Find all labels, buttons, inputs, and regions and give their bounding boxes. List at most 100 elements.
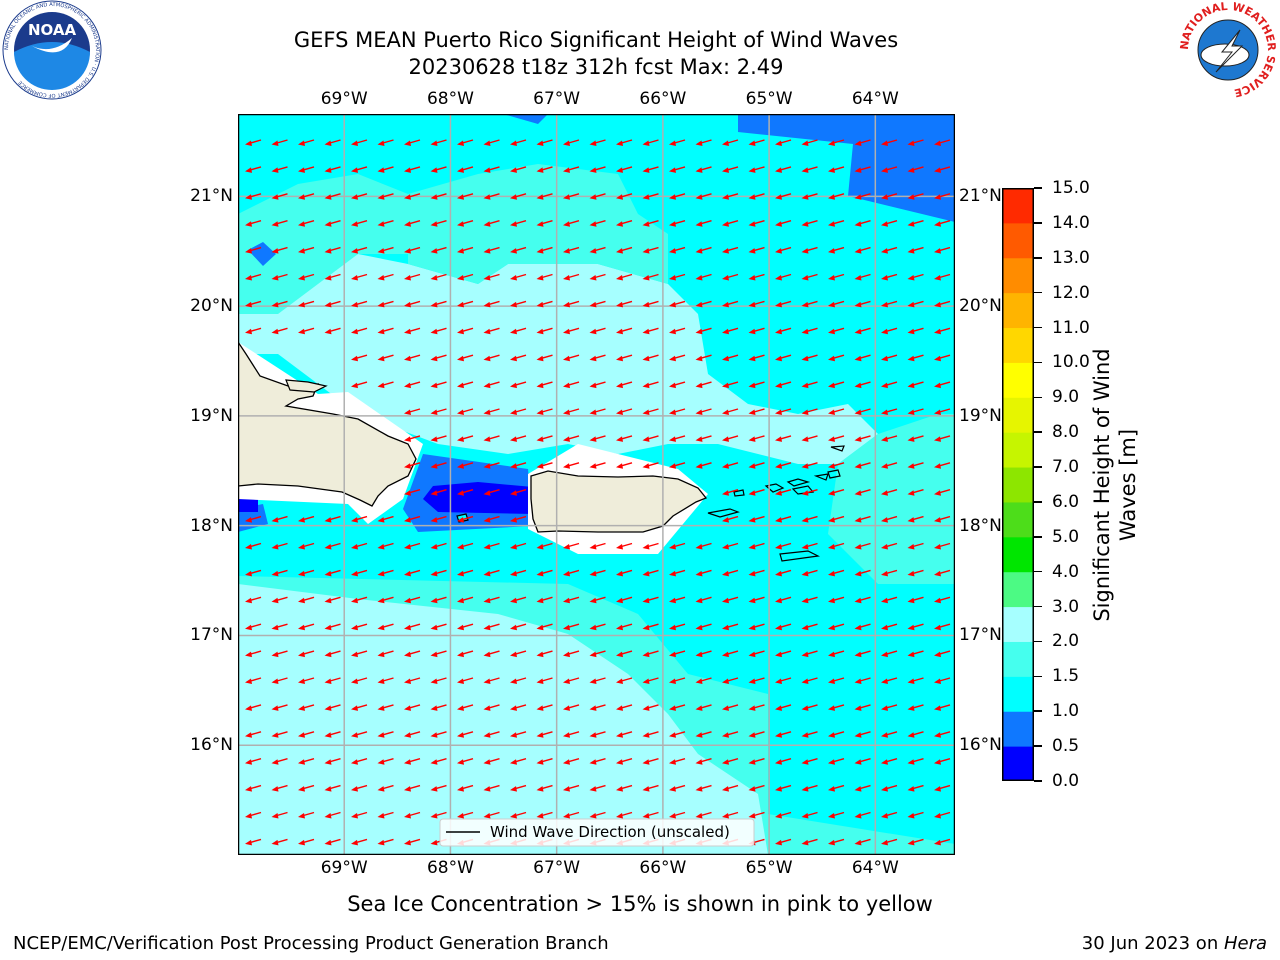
wave-arrow xyxy=(642,596,659,604)
wave-arrow xyxy=(642,327,659,335)
lat-tick-right: 20°N xyxy=(959,296,1002,317)
wave-arrow xyxy=(510,327,527,335)
wave-arrow xyxy=(404,569,421,577)
colorbar-tick-label: 6.0 xyxy=(1052,491,1080,512)
wave-arrow xyxy=(536,462,553,469)
lon-tick-bottom: 65°W xyxy=(745,858,793,878)
colorbar-tick-label: 11.0 xyxy=(1052,317,1090,338)
wave-arrow xyxy=(351,542,368,550)
wave-arrow xyxy=(642,354,659,362)
wave-arrow xyxy=(828,489,845,496)
wave-arrow xyxy=(457,489,474,496)
wave-arrow xyxy=(722,462,739,469)
wave-arrow xyxy=(271,811,288,819)
wave-arrow xyxy=(642,623,659,631)
wave-arrow xyxy=(907,273,924,281)
wave-arrow xyxy=(351,220,368,227)
wave-arrow xyxy=(934,811,951,819)
wave-arrow xyxy=(616,220,633,227)
colorbar-tick-label: 2.0 xyxy=(1052,631,1080,652)
wave-arrow xyxy=(669,462,686,469)
colorbar-tick-label: 8.0 xyxy=(1052,422,1080,443)
wave-arrow xyxy=(457,650,474,658)
lon-tick-top: 65°W xyxy=(745,89,793,109)
wave-arrow xyxy=(271,193,288,200)
wave-arrow xyxy=(881,542,898,550)
wave-arrow xyxy=(934,166,951,173)
lon-tick-bottom: 69°W xyxy=(320,858,368,878)
wave-arrow xyxy=(351,139,368,146)
noaa-logo: NATIONAL OCEANIC AND ATMOSPHERIC ADMINIS… xyxy=(2,0,102,100)
wave-arrow xyxy=(324,220,341,227)
wave-arrow xyxy=(695,811,712,819)
wave-arrow xyxy=(801,596,818,604)
wave-arrow xyxy=(854,300,871,308)
wave-arrow xyxy=(510,408,527,415)
wave-arrow xyxy=(404,784,421,792)
wave-arrow xyxy=(775,408,792,415)
wave-arrow xyxy=(881,327,898,335)
wave-arrow xyxy=(775,246,792,254)
lat-tick-left: 17°N xyxy=(190,625,233,646)
wave-arrow xyxy=(351,246,368,254)
wave-arrow xyxy=(430,542,447,550)
wave-arrow xyxy=(245,220,262,227)
wave-arrow xyxy=(245,704,262,711)
colorbar-tick-mark xyxy=(1034,187,1042,189)
wave-arrow xyxy=(907,569,924,577)
wave-arrow xyxy=(695,650,712,658)
wave-arrow xyxy=(907,811,924,819)
wave-arrow xyxy=(616,193,633,200)
wave-arrow xyxy=(748,542,765,550)
wave-arrow xyxy=(669,677,686,684)
wave-arrow xyxy=(722,381,739,389)
wave-arrow xyxy=(695,139,712,146)
wave-arrow xyxy=(669,784,686,792)
wave-arrow xyxy=(510,596,527,604)
wave-arrow xyxy=(377,273,394,281)
wave-arrow xyxy=(881,300,898,308)
wave-arrow xyxy=(828,623,845,631)
wave-arrow xyxy=(934,542,951,550)
wave-arrow xyxy=(748,246,765,254)
colorbar-tick-label: 5.0 xyxy=(1052,526,1080,547)
wave-arrow xyxy=(351,327,368,335)
wave-arrow xyxy=(828,273,845,281)
lon-tick-top: 64°W xyxy=(851,89,899,109)
legend-label: Wind Wave Direction (unscaled) xyxy=(490,823,730,841)
lat-tick-left: 19°N xyxy=(190,405,233,426)
wave-arrow xyxy=(298,811,315,819)
wave-height-band-0-0.5 xyxy=(423,482,533,514)
wave-arrow xyxy=(801,300,818,308)
wave-arrow xyxy=(563,273,580,281)
wave-arrow xyxy=(854,166,871,173)
wave-arrow xyxy=(748,650,765,658)
wave-arrow xyxy=(589,246,606,254)
wave-arrow xyxy=(483,139,500,146)
wave-arrow xyxy=(457,758,474,765)
wave-arrow xyxy=(377,139,394,146)
wave-arrow xyxy=(536,300,553,308)
wave-arrow xyxy=(298,193,315,200)
wave-arrow xyxy=(695,596,712,604)
wave-arrow xyxy=(775,220,792,227)
wave-arrow xyxy=(271,273,288,281)
wave-arrow xyxy=(298,704,315,711)
wave-arrow xyxy=(298,596,315,604)
british-virgin-islands xyxy=(827,445,845,479)
wave-arrow xyxy=(642,139,659,146)
wave-arrow xyxy=(430,300,447,308)
wave-arrow xyxy=(563,569,580,577)
wave-arrow xyxy=(695,220,712,227)
wave-arrow xyxy=(616,650,633,658)
colorbar-tick-label: 0.5 xyxy=(1052,736,1080,757)
wave-arrow xyxy=(430,166,447,173)
wave-arrow xyxy=(563,623,580,631)
wave-arrow xyxy=(430,784,447,792)
wave-arrow xyxy=(536,623,553,631)
wave-arrow xyxy=(748,489,765,496)
wave-height-band-1.5-2-e xyxy=(828,414,955,584)
wave-arrow xyxy=(536,569,553,577)
wave-arrow xyxy=(483,220,500,227)
wave-arrow xyxy=(430,623,447,631)
